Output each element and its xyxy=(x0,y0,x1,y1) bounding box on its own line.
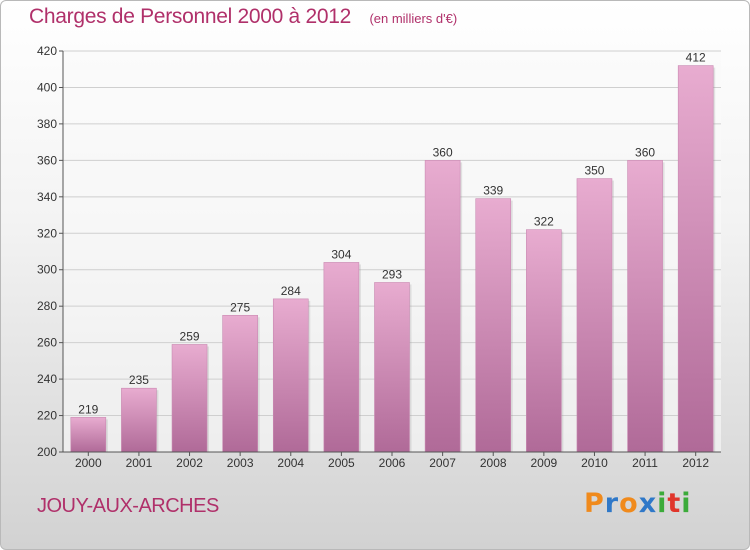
bar-2002 xyxy=(172,344,207,452)
data-label-2004: 284 xyxy=(281,284,301,298)
bar-2006 xyxy=(375,282,410,452)
x-tick-label-2003: 2003 xyxy=(227,456,254,470)
x-tick-label-2006: 2006 xyxy=(379,456,406,470)
proxiti-logo: Proxiti xyxy=(584,488,692,519)
bar-2005 xyxy=(324,262,359,452)
bar-2012 xyxy=(678,66,713,452)
x-tick-label-2005: 2005 xyxy=(328,456,355,470)
bar-2000 xyxy=(71,417,106,452)
data-label-2010: 350 xyxy=(584,164,604,178)
y-tick-label: 200 xyxy=(37,445,57,459)
y-tick-label: 240 xyxy=(37,372,57,386)
x-tick-label-2007: 2007 xyxy=(429,456,456,470)
bar-2008 xyxy=(476,199,511,452)
logo-letter: r xyxy=(605,488,619,519)
y-tick-label: 360 xyxy=(37,153,57,167)
data-label-2003: 275 xyxy=(230,300,250,314)
logo-letter: x xyxy=(639,488,657,519)
data-label-2000: 219 xyxy=(78,402,98,416)
x-tick-label-2004: 2004 xyxy=(277,456,304,470)
y-tick-label: 420 xyxy=(37,44,57,58)
y-tick-label: 260 xyxy=(37,336,57,350)
logo-letter: i xyxy=(657,488,667,519)
y-tick-label: 220 xyxy=(37,409,57,423)
bar-2004 xyxy=(273,299,308,452)
town-name: JOUY-AUX-ARCHES xyxy=(37,495,219,518)
logo-letter: P xyxy=(584,488,605,519)
data-label-2002: 259 xyxy=(180,329,200,343)
data-label-2006: 293 xyxy=(382,267,402,281)
data-label-2009: 322 xyxy=(534,215,554,229)
data-label-2007: 360 xyxy=(433,145,453,159)
x-tick-label-2012: 2012 xyxy=(682,456,709,470)
x-tick-label-2008: 2008 xyxy=(480,456,507,470)
x-tick-label-2000: 2000 xyxy=(75,456,102,470)
x-tick-label-2009: 2009 xyxy=(530,456,557,470)
bar-2007 xyxy=(425,160,460,452)
bar-2011 xyxy=(628,160,663,452)
bar-2001 xyxy=(121,388,156,452)
data-label-2001: 235 xyxy=(129,373,149,387)
data-label-2012: 412 xyxy=(686,51,706,65)
data-label-2008: 339 xyxy=(483,184,503,198)
x-tick-label-2002: 2002 xyxy=(176,456,203,470)
bar-2010 xyxy=(577,179,612,452)
y-tick-label: 380 xyxy=(37,117,57,131)
y-tick-label: 300 xyxy=(37,263,57,277)
x-tick-label-2001: 2001 xyxy=(126,456,153,470)
y-tick-label: 280 xyxy=(37,299,57,313)
data-label-2011: 360 xyxy=(635,145,655,159)
bar-2009 xyxy=(526,230,561,452)
data-label-2005: 304 xyxy=(331,247,351,261)
y-tick-label: 400 xyxy=(37,80,57,94)
x-tick-label-2010: 2010 xyxy=(581,456,608,470)
bar-2003 xyxy=(223,315,258,452)
y-tick-label: 320 xyxy=(37,226,57,240)
logo-letter: o xyxy=(619,488,639,519)
x-tick-label-2011: 2011 xyxy=(632,456,658,470)
logo-letter: i xyxy=(681,488,691,519)
logo-letter: t xyxy=(667,488,681,519)
y-tick-label: 340 xyxy=(37,190,57,204)
